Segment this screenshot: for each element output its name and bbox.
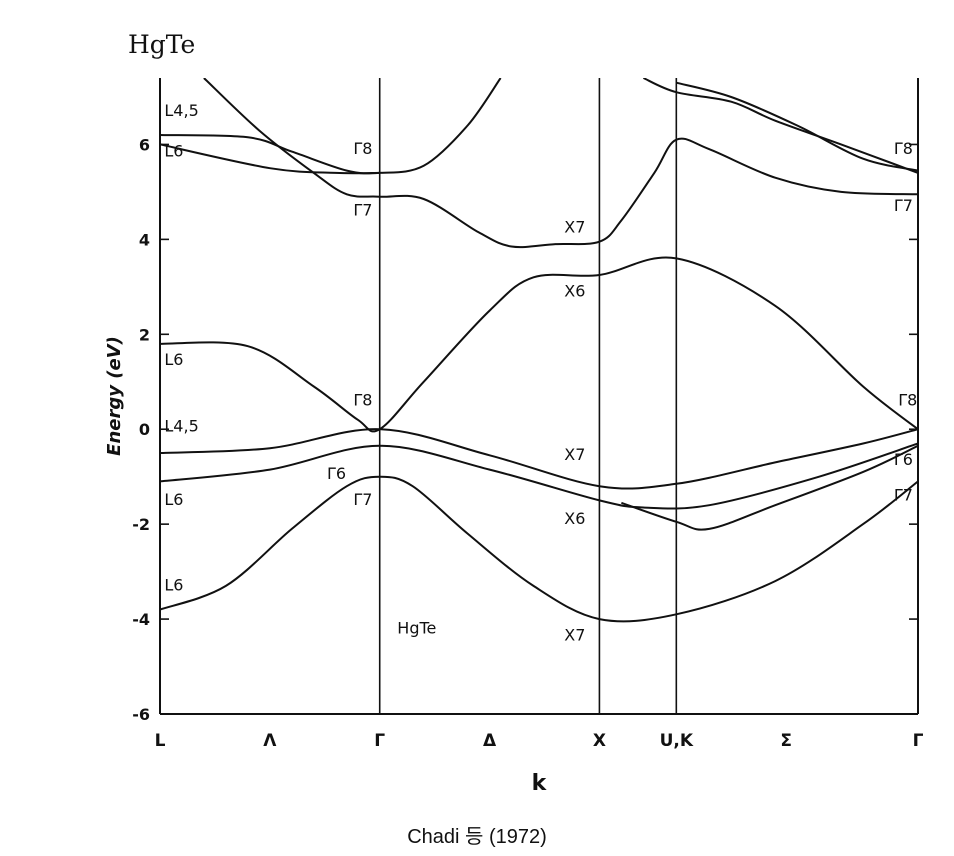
- band-line: [160, 78, 502, 175]
- y-tick-label: 2: [139, 325, 150, 344]
- y-tick-label: -6: [132, 705, 150, 724]
- band-line: [160, 143, 380, 175]
- band-label: L6: [164, 490, 183, 509]
- band-label: L6: [164, 141, 183, 160]
- band-label: Γ7: [353, 201, 372, 220]
- figure-caption: Chadi 등 (1972): [407, 826, 547, 848]
- band-label: X7: [564, 217, 585, 236]
- y-tick-label: 4: [139, 230, 150, 249]
- x-tick-label: Σ: [780, 731, 792, 751]
- band-label: Γ7: [894, 485, 913, 504]
- x-tick-label: Γ: [913, 731, 924, 751]
- band-label: HgTe: [397, 618, 436, 637]
- x-tick-label: U,K: [660, 731, 694, 751]
- band-label: X6: [564, 509, 585, 528]
- band-label: Γ8: [898, 390, 917, 409]
- y-tick-label: 6: [139, 135, 150, 154]
- band-label: L4,5: [164, 417, 198, 436]
- band-line: [160, 442, 918, 510]
- band-line: [160, 475, 918, 623]
- band-label: L6: [164, 350, 183, 369]
- band-label: Γ8: [894, 139, 913, 158]
- x-tick-label: Λ: [263, 731, 277, 751]
- band-label: X7: [564, 625, 585, 644]
- band-label: Γ8: [353, 139, 372, 158]
- band-label: X7: [564, 445, 585, 464]
- y-tick-label: 0: [139, 420, 150, 439]
- band-label: Γ7: [353, 490, 372, 509]
- band-line: [160, 256, 918, 433]
- y-axis-label: Energy (eV): [104, 336, 125, 456]
- band-line: [676, 81, 918, 172]
- band-label: Γ8: [353, 390, 372, 409]
- band-label: Γ7: [894, 196, 913, 215]
- x-tick-label: Δ: [483, 731, 497, 751]
- x-tick-label: L: [155, 731, 166, 751]
- band-label: L4,5: [164, 101, 198, 120]
- band-label: Γ6: [327, 464, 346, 483]
- y-tick-label: -4: [132, 610, 150, 629]
- page-title: HgTe: [128, 30, 196, 59]
- band-line: [203, 78, 918, 249]
- band-line: [642, 78, 918, 174]
- band-line: [621, 444, 918, 531]
- band-label: X6: [564, 281, 585, 300]
- band-label: L6: [164, 576, 183, 595]
- x-tick-label: Γ: [374, 731, 385, 751]
- band-line: [160, 428, 918, 490]
- y-tick-label: -2: [132, 515, 150, 534]
- x-tick-label: X: [593, 731, 606, 751]
- band-label: Γ6: [894, 450, 913, 469]
- x-axis-label: k: [532, 771, 548, 796]
